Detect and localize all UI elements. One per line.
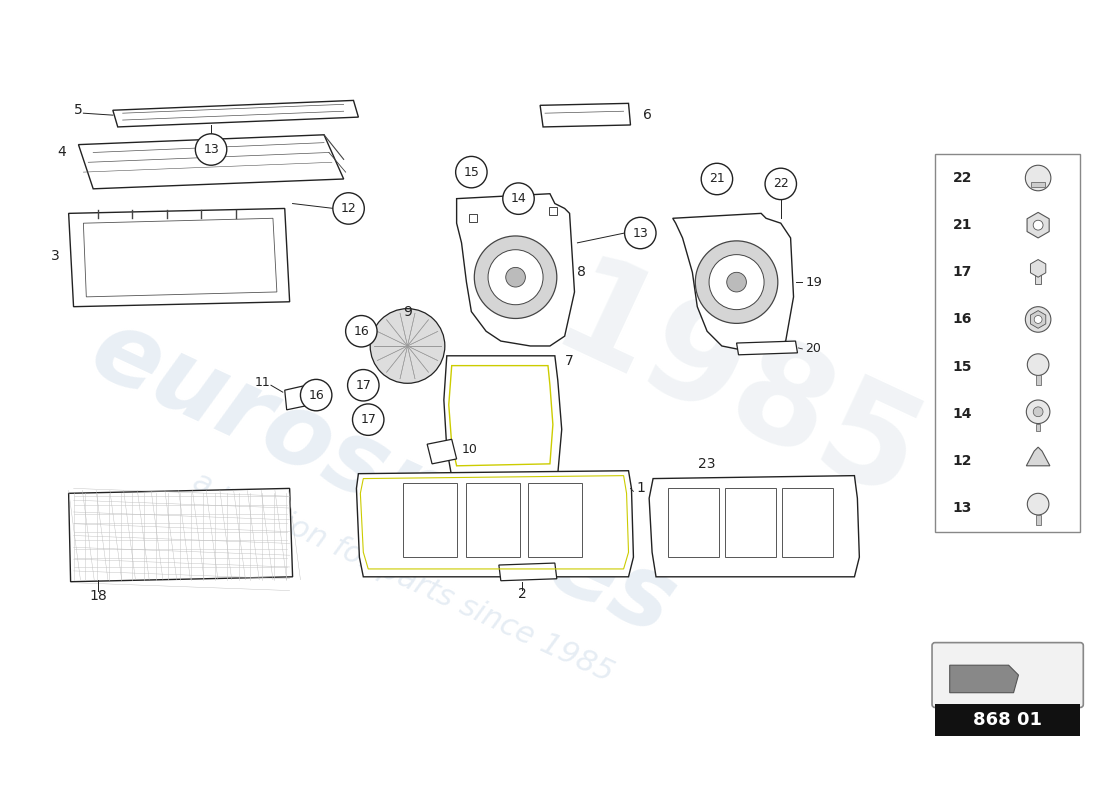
Circle shape — [1033, 220, 1043, 230]
Bar — [935, 154, 1080, 532]
Text: 16: 16 — [308, 389, 324, 402]
Polygon shape — [782, 489, 833, 557]
Circle shape — [1025, 306, 1050, 332]
Text: 22: 22 — [773, 178, 789, 190]
Circle shape — [474, 236, 557, 318]
Polygon shape — [725, 489, 775, 557]
Circle shape — [503, 183, 535, 214]
Polygon shape — [403, 483, 456, 557]
Text: 15: 15 — [463, 166, 480, 178]
Circle shape — [701, 163, 733, 194]
Circle shape — [695, 241, 778, 323]
Bar — [1036, 515, 1041, 525]
Text: 14: 14 — [510, 192, 527, 205]
Text: 9: 9 — [403, 305, 412, 318]
Circle shape — [710, 254, 764, 310]
Text: 3: 3 — [51, 249, 59, 262]
Polygon shape — [540, 103, 630, 127]
Text: 7: 7 — [564, 354, 573, 368]
Circle shape — [333, 193, 364, 224]
Circle shape — [345, 315, 377, 347]
Circle shape — [625, 218, 656, 249]
Circle shape — [352, 404, 384, 435]
Circle shape — [488, 250, 543, 305]
Circle shape — [1025, 166, 1050, 190]
Polygon shape — [68, 489, 293, 582]
Polygon shape — [78, 134, 343, 189]
Text: 8: 8 — [578, 266, 586, 279]
Text: 22: 22 — [953, 171, 972, 185]
Polygon shape — [456, 194, 574, 346]
Bar — [1036, 423, 1041, 431]
Polygon shape — [68, 209, 289, 306]
Polygon shape — [84, 218, 277, 297]
Polygon shape — [949, 666, 1019, 693]
Bar — [549, 207, 557, 215]
Bar — [1036, 375, 1041, 386]
Text: 2: 2 — [518, 587, 527, 602]
Circle shape — [766, 168, 796, 200]
Circle shape — [196, 134, 227, 166]
Text: 1985: 1985 — [534, 247, 940, 533]
Polygon shape — [449, 366, 553, 466]
Circle shape — [1034, 315, 1042, 323]
Circle shape — [727, 272, 747, 292]
Bar — [1035, 268, 1041, 284]
Circle shape — [1026, 400, 1049, 423]
Polygon shape — [649, 476, 859, 577]
Text: 17: 17 — [355, 378, 371, 392]
FancyBboxPatch shape — [932, 642, 1084, 707]
Text: 868 01: 868 01 — [974, 711, 1042, 730]
Text: eurospares: eurospares — [76, 301, 690, 656]
Circle shape — [1027, 494, 1049, 515]
Bar — [470, 214, 477, 222]
Text: 12: 12 — [953, 454, 972, 468]
Text: a passion for parts since 1985: a passion for parts since 1985 — [188, 466, 617, 687]
Polygon shape — [528, 483, 582, 557]
Polygon shape — [444, 356, 562, 477]
Circle shape — [455, 157, 487, 188]
Polygon shape — [113, 101, 359, 127]
Polygon shape — [466, 483, 520, 557]
Text: 1: 1 — [637, 482, 646, 495]
Polygon shape — [427, 439, 456, 464]
Text: 16: 16 — [353, 325, 370, 338]
Text: 17: 17 — [953, 266, 972, 279]
Polygon shape — [673, 214, 793, 351]
Circle shape — [371, 309, 444, 383]
Text: 15: 15 — [953, 360, 972, 374]
Text: 14: 14 — [953, 406, 972, 421]
Text: 12: 12 — [341, 202, 356, 215]
Text: 11: 11 — [254, 376, 270, 389]
Text: 13: 13 — [204, 143, 219, 156]
Text: 20: 20 — [805, 342, 822, 355]
Polygon shape — [356, 470, 634, 577]
Text: 6: 6 — [644, 108, 652, 122]
Circle shape — [506, 267, 526, 287]
Bar — [1031, 182, 1045, 187]
Polygon shape — [737, 341, 797, 355]
Polygon shape — [285, 386, 310, 410]
Polygon shape — [1026, 447, 1049, 466]
Text: 23: 23 — [698, 457, 716, 471]
Text: 5: 5 — [74, 103, 82, 118]
Text: 10: 10 — [462, 442, 477, 456]
Polygon shape — [668, 489, 719, 557]
Text: 21: 21 — [710, 173, 725, 186]
Circle shape — [1033, 407, 1043, 417]
Circle shape — [348, 370, 380, 401]
Text: 17: 17 — [361, 413, 376, 426]
Circle shape — [300, 379, 332, 411]
Text: 4: 4 — [57, 146, 66, 159]
Text: 13: 13 — [953, 501, 972, 515]
Text: 16: 16 — [953, 313, 972, 326]
Circle shape — [1027, 354, 1049, 375]
Text: 18: 18 — [89, 590, 107, 603]
Text: 13: 13 — [632, 226, 648, 239]
Bar — [935, 705, 1080, 736]
Polygon shape — [499, 563, 557, 581]
Text: 21: 21 — [953, 218, 972, 232]
Text: 19: 19 — [805, 276, 822, 289]
